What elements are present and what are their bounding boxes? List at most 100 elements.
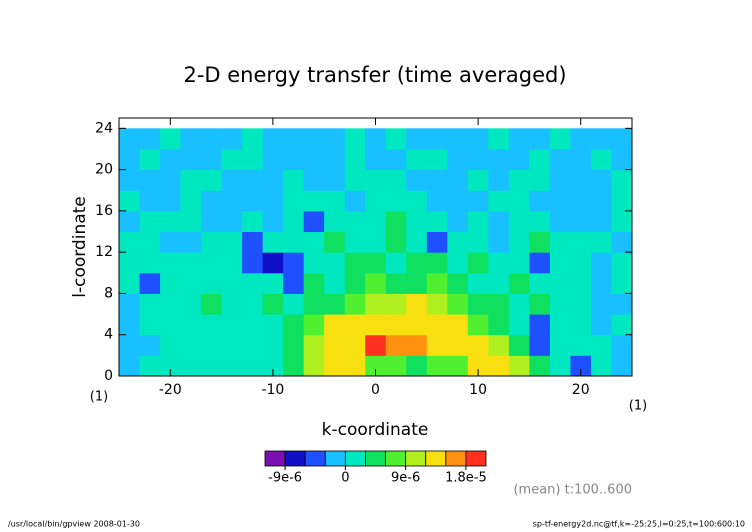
contour-cell <box>344 169 366 191</box>
contour-cell <box>467 252 489 274</box>
contour-cell <box>344 293 366 315</box>
contour-cell <box>139 293 161 315</box>
contour-cell <box>406 128 428 150</box>
contour-cell <box>160 293 182 315</box>
contour-cell <box>201 169 223 191</box>
contour-cell <box>467 355 489 377</box>
contour-cell <box>611 231 633 253</box>
contour-cell <box>508 334 530 356</box>
contour-cell <box>160 355 182 377</box>
colorbar-tick-label: -9e-6 <box>268 471 302 486</box>
contour-cell <box>488 231 510 253</box>
contour-cell <box>488 169 510 191</box>
contour-cell <box>119 272 141 294</box>
contour-cell <box>508 210 530 233</box>
contour-cell <box>467 190 489 212</box>
contour-cell <box>488 314 510 336</box>
contour-cell <box>447 272 469 294</box>
contour-cell <box>119 231 141 253</box>
contour-cell <box>344 272 366 294</box>
contour-cell <box>549 210 571 233</box>
contour-cell <box>262 252 284 274</box>
contour-cell <box>385 252 407 274</box>
contour-cell <box>447 252 469 274</box>
contour-cell <box>119 210 141 233</box>
contour-cell <box>344 148 366 171</box>
contour-cell <box>467 334 489 356</box>
contour-cell <box>344 355 366 377</box>
contour-cell <box>611 252 633 274</box>
colorbar-tick-label: 1.8e-5 <box>445 471 487 486</box>
contour-cell <box>406 210 428 233</box>
contour-cell <box>590 128 612 150</box>
contour-cell <box>611 314 633 336</box>
contour-cell <box>570 355 592 377</box>
contour-cell <box>201 148 223 171</box>
contour-cell <box>221 252 243 274</box>
contour-cell <box>508 148 530 171</box>
contour-cell <box>570 148 592 171</box>
contour-cell <box>283 293 305 315</box>
contour-cell <box>344 334 366 356</box>
x-tick-label: -20 <box>159 382 182 398</box>
contour-cell <box>160 190 182 212</box>
contour-cell <box>139 210 161 233</box>
contour-cell <box>426 128 448 150</box>
contour-cell <box>303 128 325 150</box>
contour-cell <box>180 169 202 191</box>
contour-cell <box>549 169 571 191</box>
contour-cell <box>508 272 530 294</box>
contour-cell <box>447 314 469 336</box>
contour-cell <box>324 293 346 315</box>
contour-cell <box>180 190 202 212</box>
colorbar-box <box>304 450 326 467</box>
contour-cell <box>590 293 612 315</box>
y-tick-label: 0 <box>104 368 113 384</box>
contour-cell <box>611 355 633 377</box>
contour-cell <box>385 148 407 171</box>
contour-cell <box>139 355 161 377</box>
contour-cell <box>324 148 346 171</box>
colorbar-box <box>324 450 346 467</box>
contour-cell <box>447 148 469 171</box>
contour-cell <box>303 148 325 171</box>
contour-cell <box>611 128 633 150</box>
contour-cell <box>242 314 264 336</box>
contour-cell <box>221 231 243 253</box>
contour-cell <box>570 231 592 253</box>
contour-cell <box>242 293 264 315</box>
contour-cell <box>570 128 592 150</box>
contour-cell <box>303 190 325 212</box>
contour-cell <box>139 148 161 171</box>
contour-cell <box>590 210 612 233</box>
colorbar-box <box>445 450 467 467</box>
colorbar-box <box>344 450 366 467</box>
contour-cell <box>508 231 530 253</box>
contour-cell <box>119 293 141 315</box>
contour-cell <box>529 355 551 377</box>
contour-cell <box>365 128 387 150</box>
contour-cell <box>611 169 633 191</box>
contour-cell <box>549 272 571 294</box>
contour-cell <box>344 210 366 233</box>
contour-cell <box>303 231 325 253</box>
contour-cell <box>119 252 141 274</box>
contour-cell <box>283 128 305 150</box>
contour-cell <box>283 272 305 294</box>
contour-cell <box>139 231 161 253</box>
contour-cell <box>426 231 448 253</box>
contour-cell <box>201 334 223 356</box>
contour-cell <box>221 148 243 171</box>
contour-cell <box>365 148 387 171</box>
contour-cell <box>590 355 612 377</box>
contour-cell <box>467 293 489 315</box>
contour-cell <box>570 210 592 233</box>
colorbar-box <box>385 450 407 467</box>
y-tick-label: 8 <box>104 285 113 301</box>
contour-cell <box>303 252 325 274</box>
contour-cell <box>242 272 264 294</box>
footer: /usr/local/bin/gpview 2008-01-30 <box>8 520 140 529</box>
contour-cell <box>426 272 448 294</box>
contour-cell <box>488 128 510 150</box>
contour-cell <box>488 334 510 356</box>
